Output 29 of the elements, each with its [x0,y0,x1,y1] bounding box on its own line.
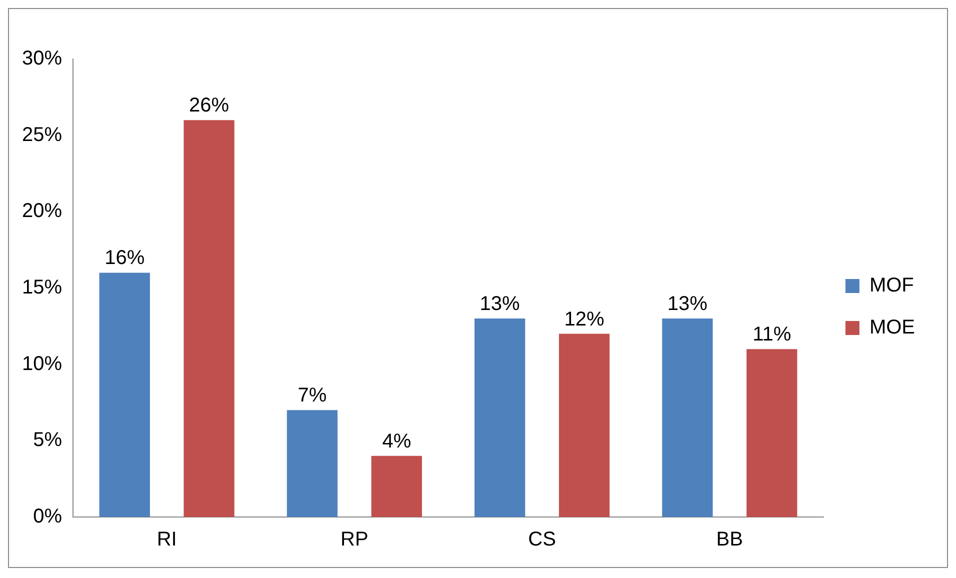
bar [99,272,150,517]
data-label: 11% [752,324,792,346]
bar [474,318,526,517]
x-tick-label: RI [156,528,177,551]
y-tick-label: 5% [33,429,62,452]
y-tick-label: 25% [22,124,62,146]
y-tick-label: 0% [33,506,62,528]
data-label: 13% [667,293,708,316]
legend-label: MOE [869,316,916,339]
bar [662,318,713,517]
bar [746,349,798,517]
y-tick-label: 30% [22,48,62,70]
legend-label: MOF [869,274,914,297]
data-label: 16% [104,247,145,270]
bar [371,456,422,517]
data-label: 4% [382,430,412,452]
y-tick-label: 15% [22,276,62,299]
data-label: 26% [189,94,230,117]
data-label: 7% [298,384,327,407]
bar [184,120,234,517]
y-tick-label: 20% [22,200,62,222]
x-tick-label: CS [528,528,556,551]
x-tick-label: BB [716,528,743,551]
bar [286,410,338,517]
data-label: 12% [564,308,604,330]
bar [558,334,610,517]
y-tick-label: 10% [22,352,62,375]
data-label: 13% [480,293,520,316]
x-tick-label: RP [340,528,368,551]
